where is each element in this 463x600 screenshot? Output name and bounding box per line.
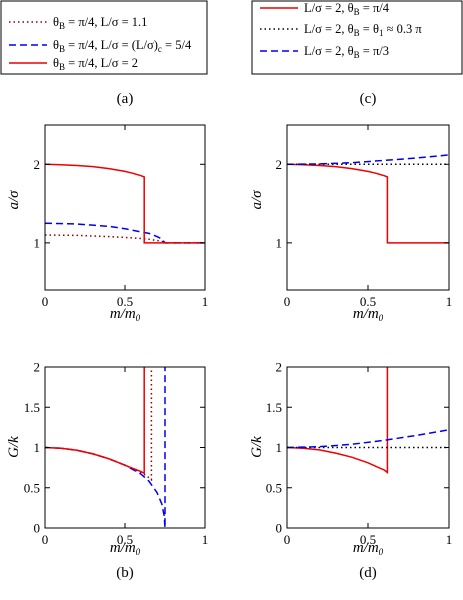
y-tick-label: 1.5	[24, 400, 40, 415]
series-line-1	[287, 367, 389, 475]
legend-entry: θB​ = π/4, L/σ = (L/σ)c​ = 5/4	[53, 38, 192, 54]
plot-frame	[44, 366, 206, 529]
x-axis-label: m/m0​	[110, 540, 141, 557]
series-line-1	[45, 367, 153, 482]
series-line-1	[45, 234, 205, 244]
series-line-2	[45, 222, 205, 244]
x-tick-label: 0.5	[117, 532, 133, 547]
legend-box	[251, 0, 463, 75]
x-tick-label: 1	[202, 294, 209, 309]
y-tick-label: 2	[34, 157, 41, 172]
y-tick-label: 1	[34, 440, 41, 455]
y-tick-label: 2	[276, 360, 283, 375]
legend-entry: θB​ = π/4, L/σ = 2	[53, 56, 138, 72]
series-line-3	[287, 154, 449, 166]
y-tick-label: 2	[34, 360, 41, 375]
series-line-3	[287, 429, 449, 449]
legend-entry: L/σ = 2, θB​ = π/4	[304, 1, 390, 17]
y-axis-label: a/σ	[6, 190, 22, 210]
legend-entry: θB​ = π/4, L/σ = 1.1	[53, 15, 147, 31]
y-tick-label: 1	[276, 235, 283, 250]
y-tick-label: 0.5	[24, 480, 40, 495]
plot-frame	[44, 124, 206, 291]
panel-b: 0 0.5 1 0 0.5 1 1.5 2 m/m0​ G/k (b)	[6, 360, 208, 582]
y-tick-label: 0.5	[266, 480, 282, 495]
series-line-1	[287, 163, 449, 244]
series-line-3	[45, 163, 205, 244]
y-tick-label: 1.5	[266, 400, 282, 415]
legend: θB​ = π/4, L/σ = 1.1 θB​ = π/4, L/σ = (L/…	[0, 0, 208, 75]
x-tick-label: 1	[202, 532, 209, 547]
x-tick-label: 0	[42, 532, 49, 547]
x-tick-label: 0.5	[360, 532, 376, 547]
y-axis-label: a/σ	[249, 190, 265, 210]
x-tick-label: 1	[446, 532, 453, 547]
x-axis-label: m/m0​	[353, 306, 384, 323]
y-tick-label: 0	[34, 521, 41, 536]
x-axis-label: m/m0​	[353, 540, 384, 557]
y-axis-label: G/k	[249, 436, 265, 458]
x-tick-label: 0	[42, 294, 49, 309]
y-axis-label: G/k	[6, 436, 22, 458]
legend-box	[0, 0, 208, 75]
x-tick-label: 0	[284, 294, 291, 309]
x-tick-label: 0.5	[360, 294, 376, 309]
panel-label: (d)	[359, 565, 377, 581]
panel-label: (b)	[116, 565, 134, 581]
x-tick-label: 0	[284, 532, 291, 547]
y-tick-label: 1	[34, 235, 41, 250]
panel-d: 0 0.5 1 0 0.5 1 1.5 2 m/m0​ G/k (d)	[249, 360, 452, 582]
series-line-2	[45, 367, 166, 528]
y-tick-label: 2	[276, 157, 283, 172]
plot-frame	[286, 124, 450, 291]
legend: L/σ = 2, θB​ = π/4 L/σ = 2, θB​ = θ1​ ≈ 0…	[251, 0, 463, 75]
x-axis-label: m/m0​	[110, 306, 141, 323]
y-tick-label: 0	[276, 521, 283, 536]
x-tick-label: 0.5	[117, 294, 133, 309]
series-line-3	[45, 367, 145, 475]
panel-label: (c)	[360, 91, 377, 107]
y-tick-label: 1	[276, 440, 283, 455]
x-tick-label: 1	[446, 294, 453, 309]
panel-label: (a)	[117, 91, 134, 107]
legend-entry: L/σ = 2, θB​ = θ1​ ≈ 0.3 π	[304, 22, 422, 38]
legend-entry: L/σ = 2, θB​ = π/3	[304, 44, 389, 60]
